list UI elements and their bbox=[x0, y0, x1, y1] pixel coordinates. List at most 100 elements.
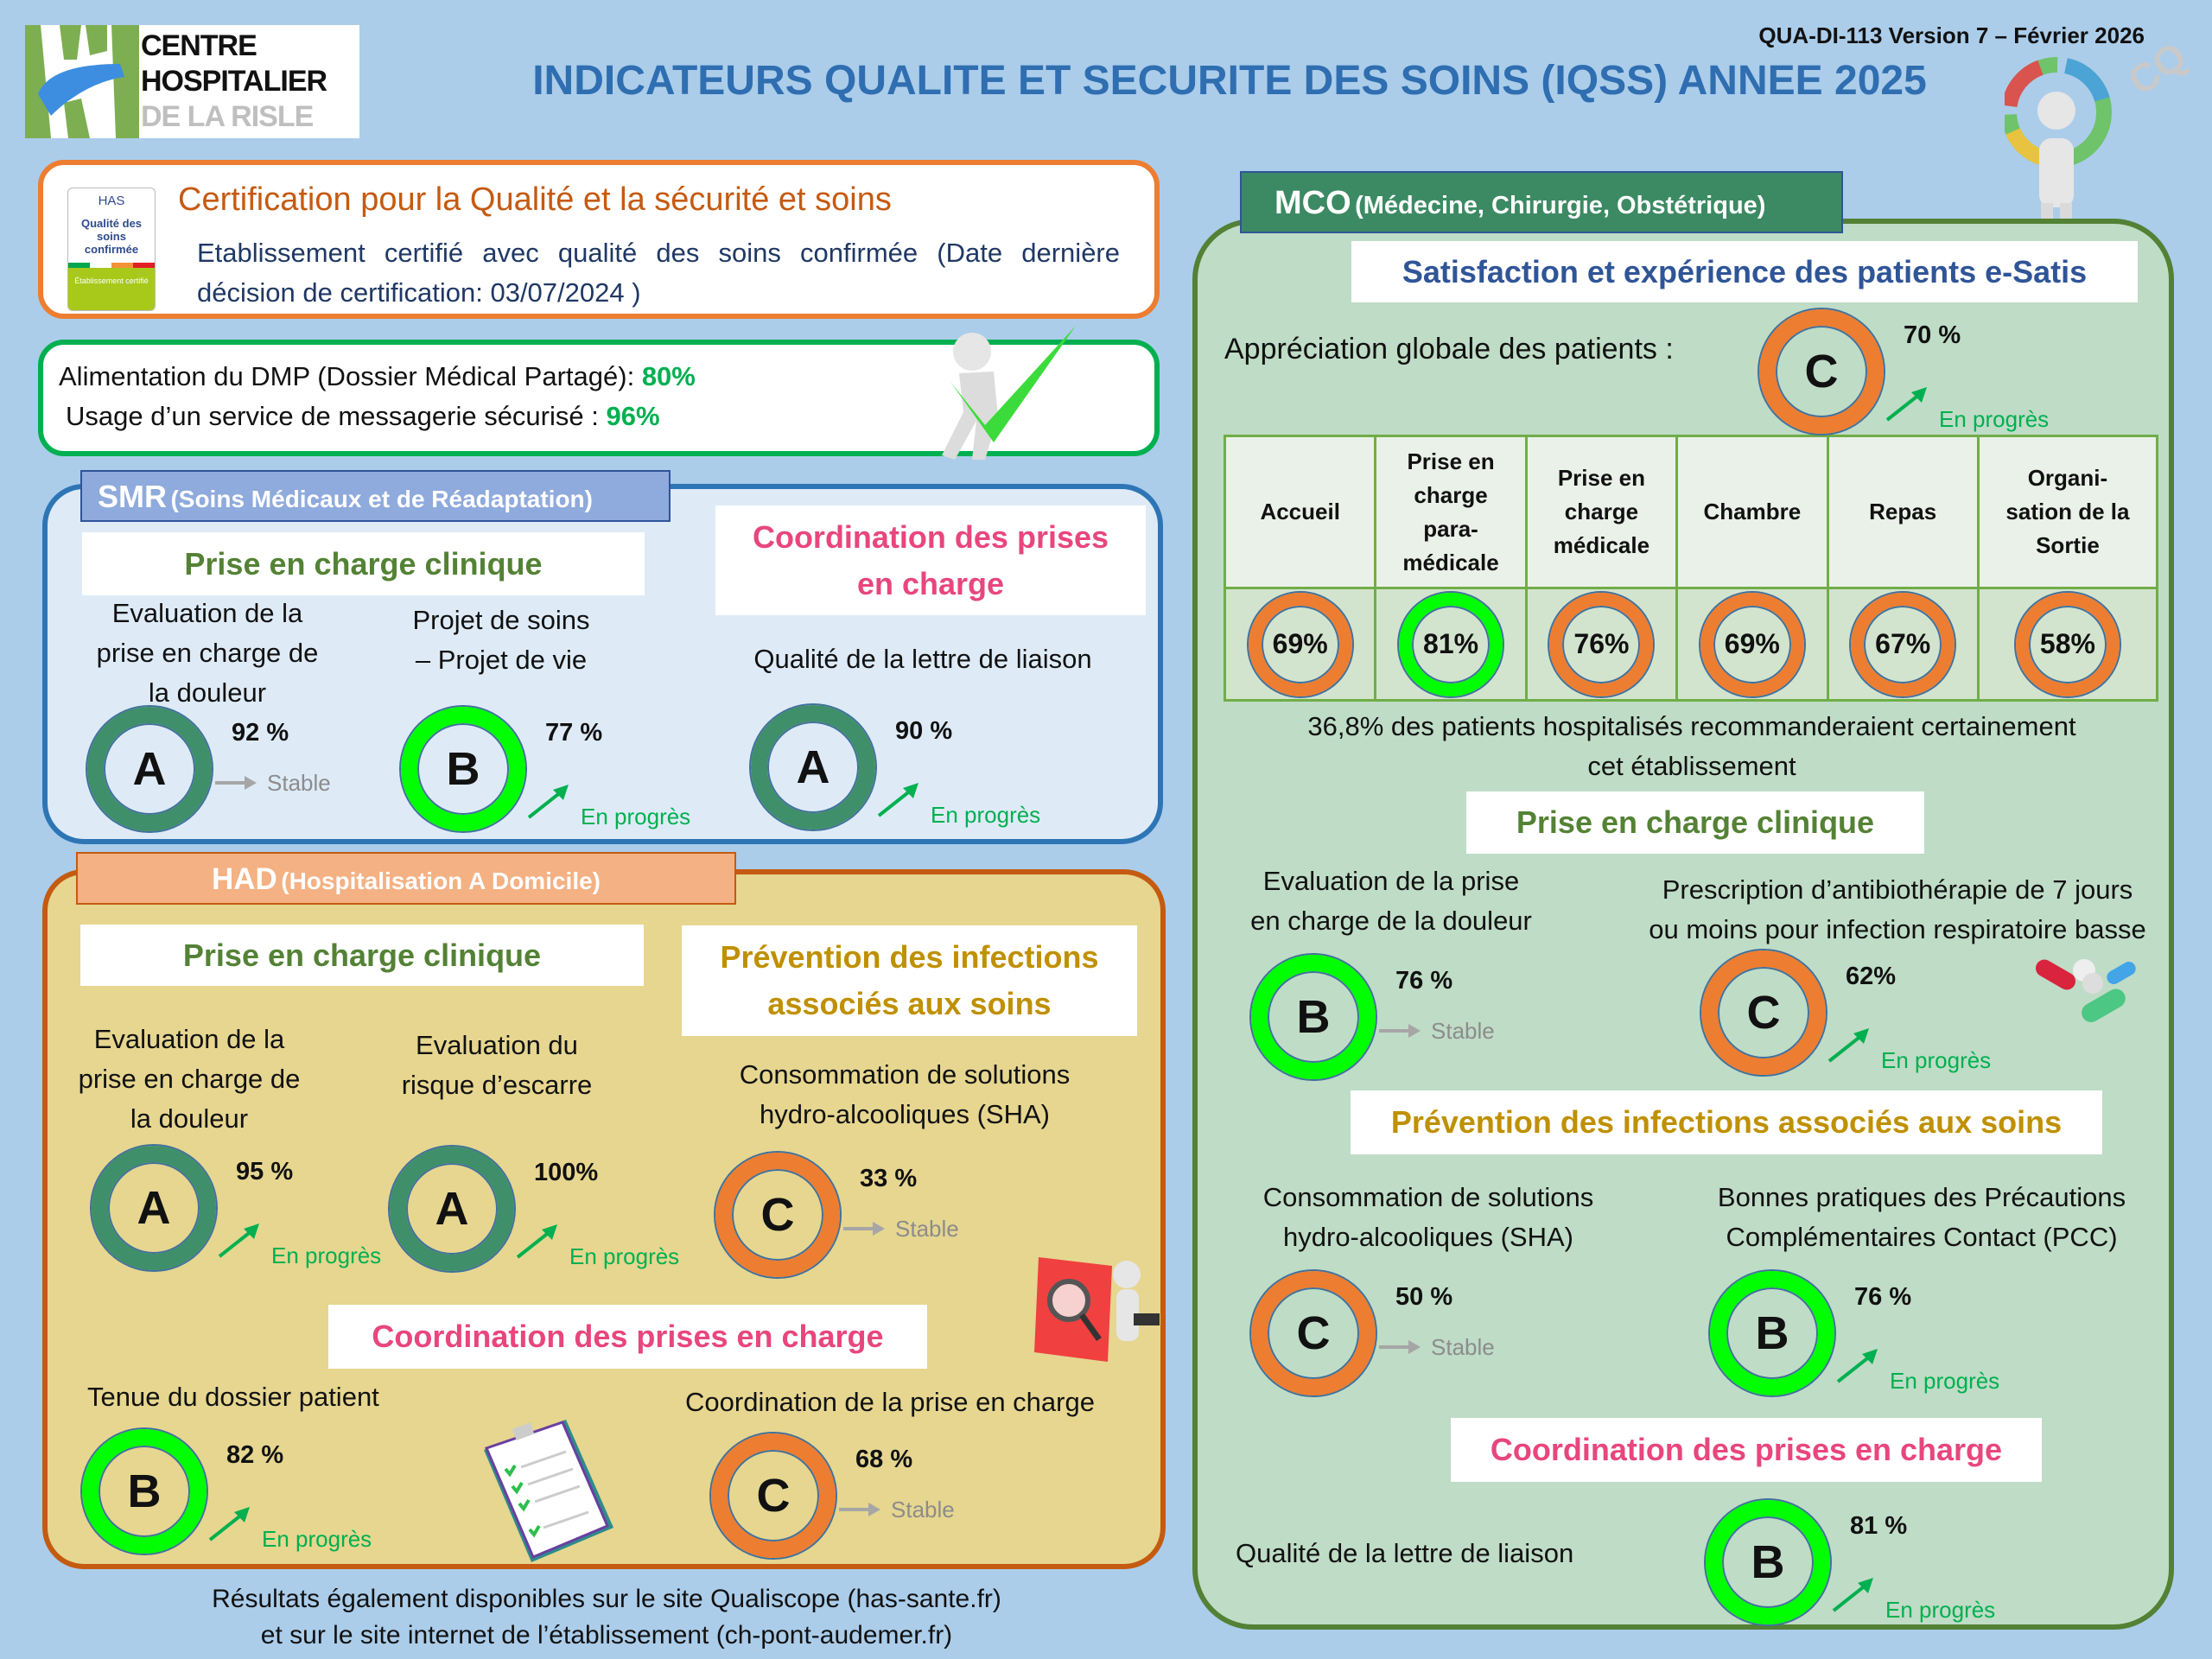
score-value: 90 % bbox=[895, 717, 953, 745]
trend-label: En progrès bbox=[1885, 1597, 1996, 1623]
score-value: 33 % bbox=[860, 1165, 918, 1192]
grade-ring: B bbox=[1710, 1271, 1834, 1395]
trend-indicator: Stable bbox=[212, 764, 331, 802]
score-ring: 67% bbox=[1851, 592, 1955, 696]
clipboard-checklist-icon bbox=[484, 1420, 613, 1562]
stable-arrow-icon bbox=[843, 1222, 885, 1236]
trend-up-arrow-icon bbox=[1836, 1348, 1878, 1383]
stable-arrow-icon bbox=[215, 776, 257, 790]
grade-ring: B bbox=[401, 707, 525, 831]
logo-line-2: HOSPITALIER bbox=[141, 65, 327, 98]
score-ring: 69% bbox=[1248, 592, 1352, 696]
indicator-label: Projet de soins – Projet de vie bbox=[412, 605, 590, 675]
had-title: HAD bbox=[211, 862, 277, 896]
dmp-label: Alimentation du DMP (Dossier Médical Par… bbox=[59, 361, 642, 391]
grade-ring: A bbox=[751, 705, 875, 830]
esatis-table: Accueil Prise en charge para- médicale P… bbox=[1223, 435, 2159, 702]
trend-indicator: En progrès bbox=[1830, 1566, 1995, 1624]
trend-label: En progrès bbox=[271, 1243, 382, 1268]
badge-label: Qualité des soins confirmée bbox=[80, 217, 143, 256]
trend-label: En progrès bbox=[931, 802, 1041, 828]
stable-arrow-icon bbox=[839, 1503, 880, 1516]
trend-label: En progrès bbox=[1890, 1368, 2000, 1394]
smr-title: SMR bbox=[98, 479, 167, 514]
score-value: 68 % bbox=[855, 1446, 913, 1473]
score-ring: 69% bbox=[1700, 592, 1804, 696]
indicator-label: Consommation de solutions hydro-alcooliq… bbox=[739, 1059, 1071, 1129]
column-header: Accueil bbox=[1223, 435, 1377, 589]
indicator-label: Qualité de la lettre de liaison bbox=[1236, 1538, 1574, 1568]
had-header: HAD (Hospitalisation A Domicile) bbox=[76, 852, 736, 905]
column-header: Chambre bbox=[1675, 435, 1829, 589]
smr-subtitle: (Soins Médicaux et de Réadaptation) bbox=[170, 486, 593, 512]
indicator-label: Prescription d’antibiothérapie de 7 jour… bbox=[1649, 874, 2146, 944]
logo-h-icon bbox=[25, 25, 139, 138]
grade-letter: B bbox=[1755, 1307, 1789, 1359]
mco-coordination-title: Coordination des prises en charge bbox=[1451, 1418, 2042, 1482]
grade-letter: C bbox=[1804, 346, 1839, 397]
certification-panel bbox=[38, 160, 1160, 319]
checkmark-figure-icon bbox=[942, 326, 1076, 460]
esatis-score-cell: 67% bbox=[1826, 587, 1980, 702]
grade-letter: B bbox=[1751, 1536, 1785, 1588]
score-value: 82 % bbox=[226, 1441, 284, 1469]
global-appreciation-label: Appréciation globale des patients : bbox=[1224, 333, 1674, 365]
trend-indicator: Stable bbox=[840, 1210, 959, 1248]
grade-letter: C bbox=[1296, 1307, 1331, 1359]
column-header: Repas bbox=[1826, 435, 1980, 589]
trend-up-arrow-icon bbox=[208, 1506, 250, 1541]
trend-indicator: Stable bbox=[836, 1491, 955, 1529]
trend-indicator: En progrès bbox=[525, 772, 690, 830]
score-value: 95 % bbox=[236, 1158, 294, 1185]
grade-letter: A bbox=[137, 1182, 171, 1234]
messaging-line: Usage d’un service de messagerie sécuris… bbox=[66, 401, 660, 432]
trend-label: En progrès bbox=[569, 1243, 680, 1269]
trend-indicator: Stable bbox=[1376, 1328, 1495, 1366]
trend-label: Stable bbox=[1431, 1017, 1495, 1044]
dmp-line: Alimentation du DMP (Dossier Médical Par… bbox=[59, 361, 696, 392]
esatis-values-row: 69% 81% 76% 69% 67% 58% bbox=[1223, 587, 2159, 702]
score-value: 92 % bbox=[232, 719, 289, 747]
trend-label: En progrès bbox=[262, 1526, 372, 1552]
trend-up-arrow-icon bbox=[1832, 1577, 1873, 1612]
score-value: 81 % bbox=[1850, 1512, 1908, 1540]
document-reference: QUA-DI-113 Version 7 – Février 2026 bbox=[1758, 22, 2145, 48]
grade-letter: B bbox=[1296, 991, 1331, 1043]
esatis-score-cell: 69% bbox=[1223, 587, 1377, 702]
certification-text: Etablissement certifié avec qualité des … bbox=[197, 238, 1120, 308]
grade-letter: B bbox=[446, 743, 480, 795]
mco-subtitle: (Médecine, Chirurgie, Obstétrique) bbox=[1355, 192, 1766, 219]
grade-ring: A bbox=[390, 1147, 514, 1271]
grade-ring: C bbox=[1251, 1271, 1376, 1395]
stable-arrow-icon bbox=[1379, 1340, 1421, 1354]
column-header: Prise en charge para- médicale bbox=[1374, 435, 1528, 589]
score-value: 81% bbox=[1423, 628, 1479, 659]
score-value: 58% bbox=[2039, 628, 2095, 659]
magnifier-figure-icon bbox=[1034, 1257, 1160, 1362]
column-header: Prise en charge médicale bbox=[1524, 435, 1679, 589]
trend-up-arrow-icon bbox=[218, 1223, 259, 1258]
score-value: 77 % bbox=[545, 719, 603, 747]
indicator-label: Evaluation de la prise en charge de la d… bbox=[78, 1024, 301, 1134]
had-panel bbox=[42, 869, 1166, 1569]
mco-header: MCO (Médecine, Chirurgie, Obstétrique) bbox=[1240, 171, 1843, 233]
score-value: 76 % bbox=[1395, 967, 1453, 995]
trend-indicator: En progrès bbox=[1884, 375, 2049, 433]
grade-letter: C bbox=[756, 1470, 791, 1522]
score-value: 69% bbox=[1724, 628, 1780, 659]
indicator-label: Tenue du dossier patient bbox=[87, 1382, 379, 1412]
grade-letter: A bbox=[435, 1183, 469, 1235]
grade-letter: B bbox=[127, 1465, 162, 1517]
certification-title: Certification pour la Qualité et la sécu… bbox=[178, 181, 892, 218]
score-value: 69% bbox=[1272, 628, 1328, 659]
column-header: Organi- sation de la Sortie bbox=[1976, 435, 2159, 589]
indicator-label: Bonnes pratiques des Précautions Complém… bbox=[1717, 1182, 2126, 1252]
mco-title: MCO bbox=[1274, 185, 1351, 221]
score-value: 67% bbox=[1875, 628, 1931, 659]
grade-ring: C bbox=[1759, 309, 1884, 434]
trend-up-arrow-icon bbox=[527, 784, 569, 819]
score-ring: 76% bbox=[1549, 592, 1654, 696]
trend-label: Stable bbox=[895, 1215, 959, 1242]
score-value: 76 % bbox=[1854, 1283, 1912, 1311]
badge-footer: Établissement certifié bbox=[68, 268, 155, 310]
